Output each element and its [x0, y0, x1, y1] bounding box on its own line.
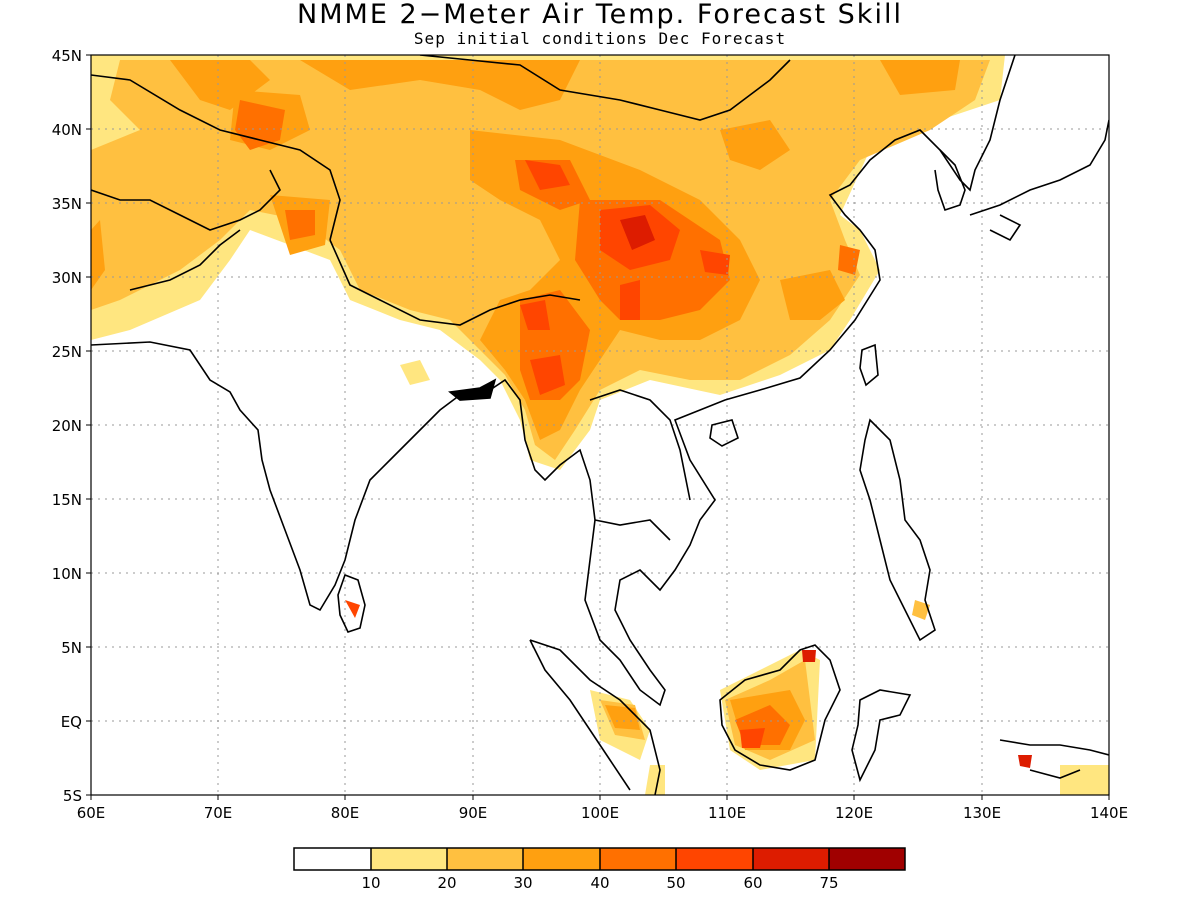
border-mongolia	[419, 55, 791, 121]
axis-ticks	[86, 54, 1110, 800]
colorbar-swatch	[676, 848, 753, 870]
lat-label: 15N	[52, 491, 82, 509]
coastline-sumatra	[529, 639, 661, 795]
lon-label: 140E	[1090, 804, 1128, 822]
coastlines	[91, 55, 1109, 795]
graticule	[91, 55, 1109, 795]
lat-label: 25N	[52, 343, 82, 361]
lat-label: 30N	[52, 269, 82, 287]
lon-label: 70E	[204, 804, 233, 822]
coastline-hainan	[709, 419, 739, 447]
coastline-borneo	[719, 644, 841, 771]
colorbar-label: 50	[666, 874, 685, 892]
lat-label: 10N	[52, 565, 82, 583]
colorbar-swatch	[294, 848, 371, 870]
coastline-japan	[969, 119, 1109, 242]
colorbar-swatch	[447, 848, 523, 870]
border-central-asia	[91, 74, 341, 241]
lat-label: 40N	[52, 121, 82, 139]
colorbar-label: 10	[361, 874, 380, 892]
lon-label: 120E	[835, 804, 873, 822]
colorbar-swatch	[829, 848, 905, 870]
map-title: NMME 2−Meter Air Temp. Forecast Skill	[297, 0, 903, 30]
colorbar-swatch	[523, 848, 600, 870]
colorbar-swatch	[371, 848, 447, 870]
border-pakistan	[129, 229, 241, 291]
lon-labels: 60E 70E 80E 90E 100E 110E 120E 130E 140E	[77, 804, 1128, 822]
lat-label: 5S	[63, 787, 82, 805]
colorbar-label: 40	[590, 874, 609, 892]
colorbar-label: 75	[819, 874, 838, 892]
lat-label: 5N	[61, 639, 82, 657]
colorbar-swatch	[753, 848, 829, 870]
lat-label: EQ	[61, 713, 82, 731]
lon-label: 100E	[581, 804, 619, 822]
border-himalaya	[329, 239, 581, 326]
colorbar: 10 20 30 40 50 60 75	[293, 847, 906, 892]
lon-label: 110E	[708, 804, 746, 822]
skill-level-60-75	[620, 215, 1032, 768]
coastline-new-guinea	[999, 739, 1109, 779]
lat-label: 20N	[52, 417, 82, 435]
map-subtitle: Sep initial conditions Dec Forecast	[413, 29, 787, 48]
colorbar-label: 20	[437, 874, 456, 892]
coastline-sri-lanka	[337, 573, 366, 633]
coastline-korea	[934, 149, 966, 212]
lon-label: 90E	[459, 804, 488, 822]
border-afghanistan	[91, 169, 281, 231]
lon-label: 130E	[963, 804, 1001, 822]
border-indochina	[589, 389, 691, 541]
lon-label: 80E	[331, 804, 360, 822]
coastline-philippines	[859, 418, 936, 642]
colorbar-label: 30	[513, 874, 532, 892]
lon-label: 60E	[77, 804, 106, 822]
lat-label: 35N	[52, 195, 82, 213]
coastline-sulawesi	[851, 689, 912, 783]
coastline-taiwan	[859, 343, 879, 387]
lat-labels: 45N 40N 35N 30N 25N 20N 15N 10N 5N EQ 5S	[52, 47, 82, 805]
coastline-mainland	[91, 55, 1016, 707]
skill-level-50-60	[345, 160, 765, 748]
colorbar-label: 60	[743, 874, 762, 892]
colorbar-swatch	[600, 848, 676, 870]
lat-label: 45N	[52, 47, 82, 65]
